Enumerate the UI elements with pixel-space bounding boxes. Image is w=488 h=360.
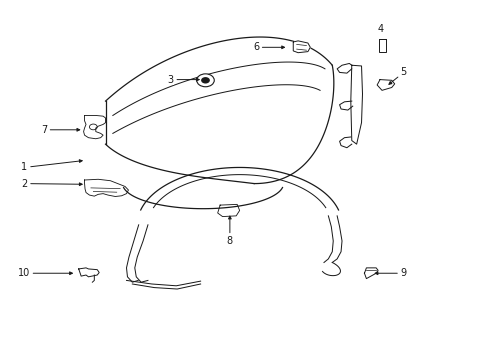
Text: 7: 7 <box>41 125 80 135</box>
Text: 10: 10 <box>18 268 72 278</box>
Text: 2: 2 <box>21 179 82 189</box>
Text: 8: 8 <box>226 216 232 246</box>
Polygon shape <box>293 41 310 53</box>
Text: 5: 5 <box>388 67 406 84</box>
Text: 9: 9 <box>374 268 406 278</box>
Text: 1: 1 <box>21 160 82 172</box>
Circle shape <box>201 77 209 84</box>
Bar <box>378 39 386 51</box>
Polygon shape <box>79 268 99 277</box>
Text: 3: 3 <box>167 75 199 85</box>
Text: 6: 6 <box>252 42 284 52</box>
Circle shape <box>196 74 214 87</box>
Polygon shape <box>364 268 377 279</box>
Text: 4: 4 <box>377 24 383 35</box>
